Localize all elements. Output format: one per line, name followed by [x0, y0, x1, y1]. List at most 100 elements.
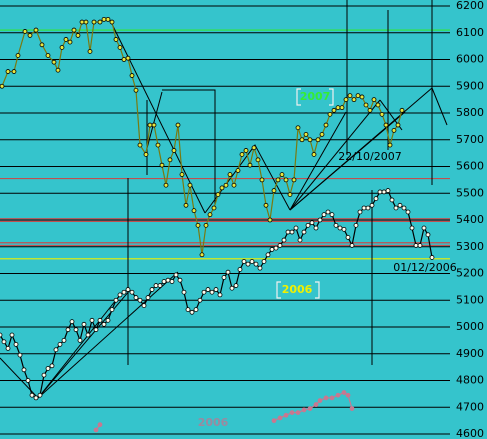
data-point [39, 42, 45, 48]
data-point [383, 122, 389, 128]
data-point [323, 395, 329, 401]
data-point [271, 188, 277, 193]
data-point [343, 97, 349, 103]
data-point [45, 366, 51, 371]
data-point [219, 185, 225, 191]
data-point [323, 122, 329, 128]
data-point [283, 412, 289, 418]
data-point [241, 259, 247, 264]
data-point [263, 202, 269, 208]
data-point [209, 289, 215, 295]
data-point [341, 226, 347, 232]
y-tick-label: 5800 [456, 106, 484, 119]
data-point [45, 53, 51, 58]
data-point [293, 225, 299, 231]
y-tick-label: 4900 [456, 347, 484, 360]
data-point [85, 332, 91, 338]
data-point [129, 289, 135, 295]
data-point [385, 188, 391, 193]
data-point [207, 212, 213, 218]
annotation: 01/12/2006 [393, 261, 456, 274]
data-point [395, 122, 401, 128]
data-point [363, 102, 369, 108]
data-point [97, 19, 103, 25]
data-point [235, 168, 241, 173]
data-point [75, 33, 81, 38]
data-point [105, 16, 111, 22]
data-point [177, 277, 183, 283]
data-point [425, 232, 431, 238]
data-point [261, 259, 267, 264]
data-point [283, 177, 289, 183]
data-point [291, 177, 297, 183]
data-point [401, 205, 407, 211]
data-point [305, 222, 311, 228]
data-point [309, 220, 315, 226]
data-point [319, 131, 325, 137]
data-point [297, 237, 303, 243]
data-point [355, 93, 361, 99]
y-tick-label: 5400 [456, 213, 484, 226]
data-point [295, 125, 301, 131]
data-point [151, 122, 157, 128]
data-point [405, 209, 411, 215]
data-point [91, 19, 97, 25]
data-point [33, 395, 39, 401]
data-point [317, 398, 323, 403]
data-point [327, 111, 333, 117]
data-point [289, 410, 295, 416]
data-point [329, 212, 335, 218]
data-point [307, 406, 313, 411]
data-point [155, 142, 161, 148]
data-point [249, 259, 255, 264]
data-point [5, 345, 11, 351]
data-point [345, 234, 351, 240]
data-point [129, 73, 135, 78]
data-point [109, 307, 115, 313]
data-point [391, 127, 397, 133]
data-point [79, 19, 85, 25]
data-point [349, 243, 355, 248]
data-point [137, 142, 143, 148]
data-point [183, 202, 189, 208]
data-point [41, 372, 47, 378]
data-point [287, 192, 293, 197]
y-tick-label: 4600 [456, 427, 484, 439]
data-point [389, 197, 395, 203]
data-point [65, 327, 71, 333]
data-point [195, 222, 201, 228]
data-point [239, 152, 245, 157]
data-point [61, 337, 67, 343]
data-point [311, 152, 317, 157]
data-point [163, 182, 169, 188]
data-point [201, 289, 207, 295]
data-point [377, 189, 383, 195]
data-point [251, 145, 257, 151]
data-point [143, 152, 149, 157]
y-tick-label: 4700 [456, 400, 484, 413]
data-point [187, 182, 193, 188]
data-point [321, 212, 327, 218]
y-tick-label: 6000 [456, 53, 484, 66]
data-point [51, 59, 57, 65]
data-point [245, 261, 251, 267]
data-point [267, 217, 273, 223]
data-point [113, 37, 119, 42]
data-point [299, 137, 305, 143]
brackets [276, 88, 334, 299]
data-point [277, 415, 283, 421]
data-point [167, 157, 173, 163]
data-point [149, 287, 155, 292]
data-point [269, 247, 275, 252]
data-point [265, 252, 271, 258]
data-point [243, 148, 249, 153]
data-point [371, 97, 377, 103]
data-point [147, 122, 153, 128]
data-point [191, 208, 197, 214]
data-point [5, 69, 11, 74]
data-point [181, 289, 187, 295]
data-point [307, 137, 313, 143]
data-point [133, 295, 139, 300]
data-point [173, 272, 179, 278]
data-point [22, 29, 28, 34]
